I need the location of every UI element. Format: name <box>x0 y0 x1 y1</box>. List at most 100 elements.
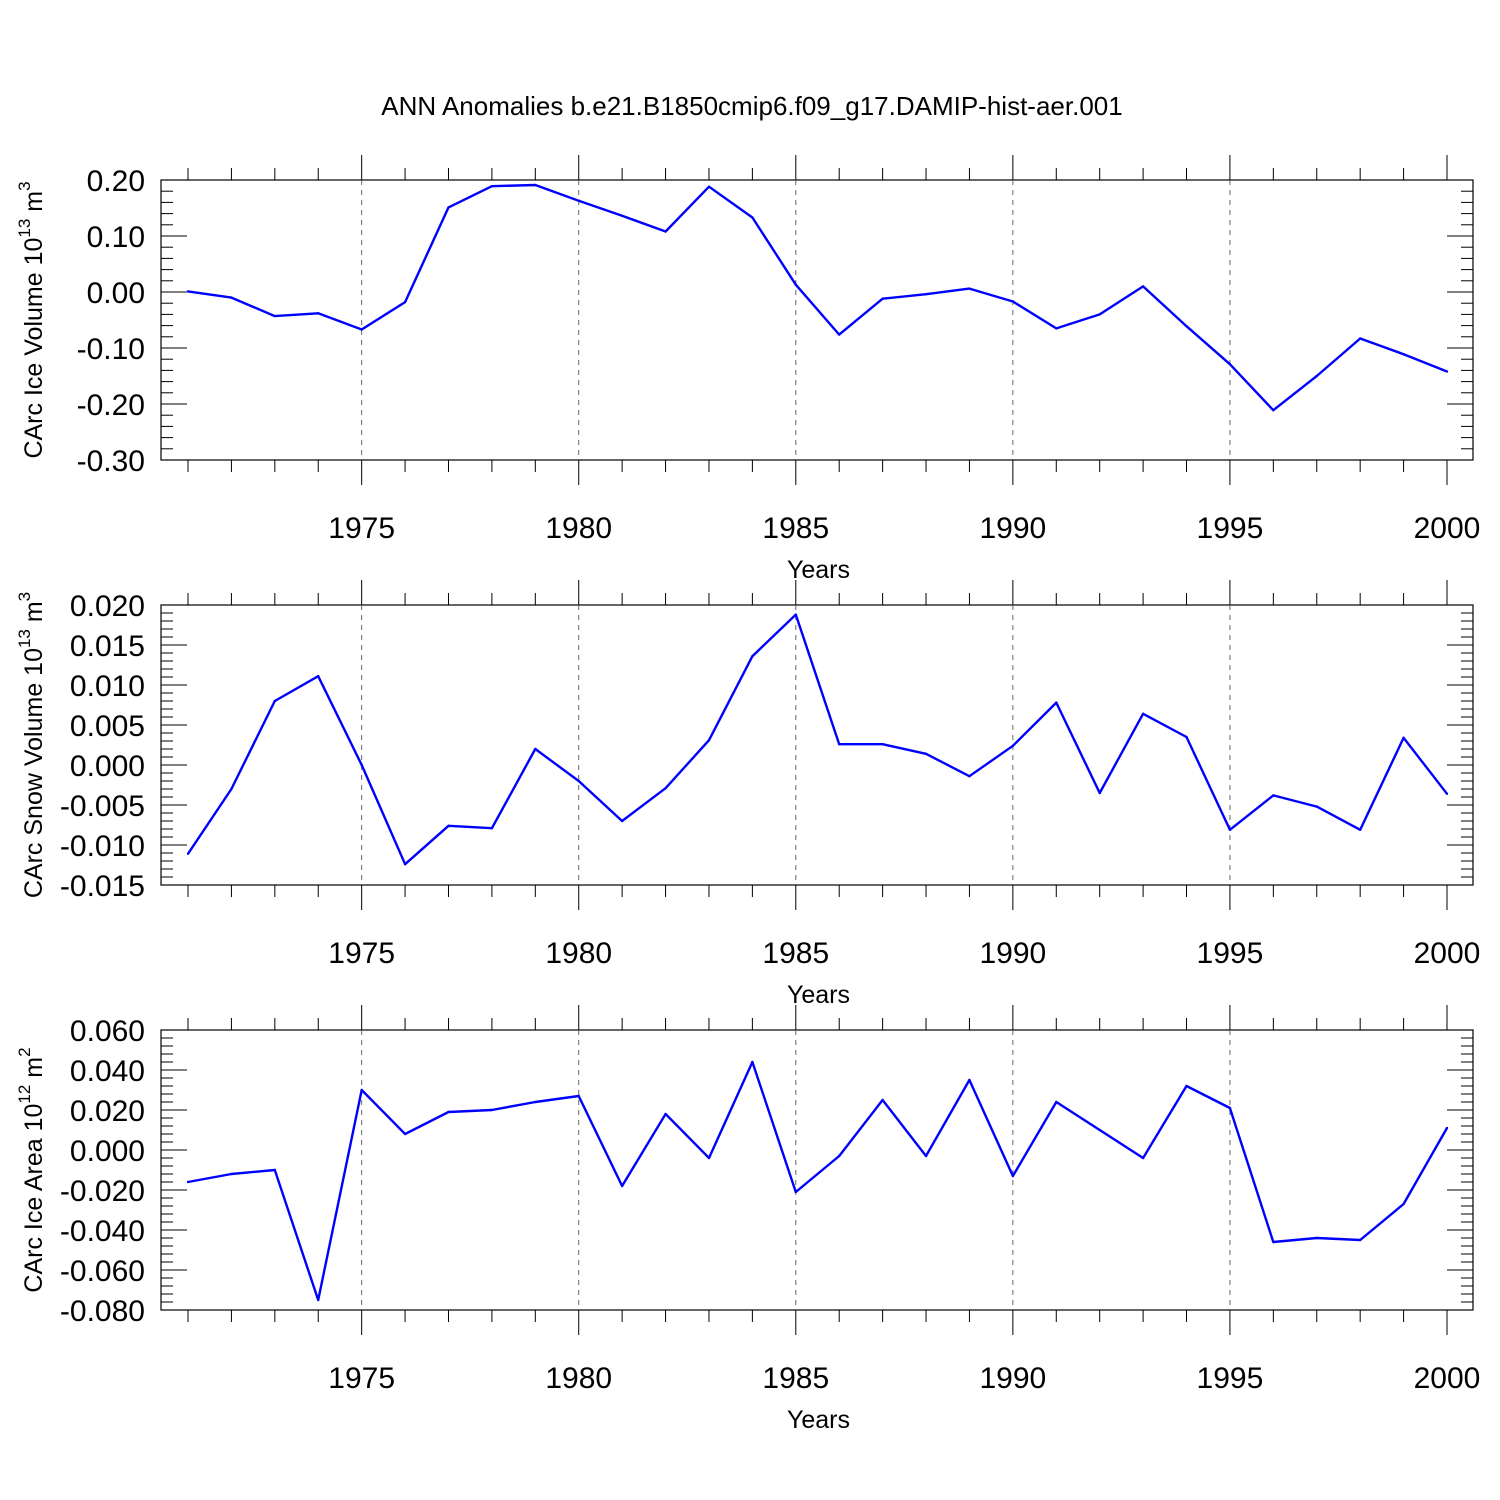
data-point <box>1445 792 1449 795</box>
data-point <box>447 824 450 827</box>
y-axis-title-text: CArc Ice Volume 10 <box>20 238 48 459</box>
data-point <box>186 1180 190 1184</box>
x-tick-label: 1980 <box>545 1362 612 1395</box>
series-line <box>187 1060 1449 1302</box>
x-tick-label: 1990 <box>979 1362 1046 1395</box>
chart-title: ANN Anomalies b.e21.B1850cmip6.f09_g17.D… <box>381 91 1122 121</box>
x-tick-label: 1995 <box>1197 512 1264 545</box>
y-axis-title-exponent: 12 <box>15 1085 34 1104</box>
data-point <box>1315 805 1318 808</box>
data-point <box>794 1190 797 1194</box>
x-tick-label: 1980 <box>545 512 612 545</box>
y-tick-label: 0.00 <box>87 277 145 310</box>
x-tick-label: 2000 <box>1414 1362 1481 1395</box>
data-point <box>1402 352 1405 356</box>
data-point <box>707 1156 711 1160</box>
y-tick-label: 0.010 <box>70 670 145 703</box>
y-tick-label: 0.005 <box>70 710 145 743</box>
data-point <box>403 1132 407 1136</box>
y-axis-title-unit-exponent: 3 <box>15 181 34 190</box>
data-point <box>447 1110 450 1114</box>
data-point <box>751 655 754 658</box>
data-point <box>620 819 624 823</box>
data-point <box>664 787 667 790</box>
data-point <box>534 183 537 187</box>
data-point <box>490 184 494 188</box>
y-axis-title-unit-exponent: 2 <box>15 1047 34 1056</box>
x-tick-label: 1975 <box>328 937 395 970</box>
y-axis-title: CArc Snow Volume 1013 m3 <box>15 592 48 898</box>
data-point <box>230 296 233 299</box>
data-point <box>1055 327 1058 330</box>
data-point <box>924 1154 928 1158</box>
y-axis-title-unit-exponent: 3 <box>15 592 34 601</box>
series-line <box>187 183 1448 412</box>
y-tick-label: -0.30 <box>77 445 145 478</box>
y-tick-label: -0.015 <box>60 870 145 903</box>
y-axis-title: CArc Ice Volume 1013 m3 <box>15 181 48 458</box>
x-tick-label: 2000 <box>1414 937 1481 970</box>
data-point <box>707 185 711 188</box>
y-tick-label: -0.040 <box>60 1215 145 1248</box>
y-axis-title-text: CArc Snow Volume 10 <box>20 648 48 898</box>
data-point <box>1272 794 1275 797</box>
data-point <box>751 216 754 219</box>
data-point <box>577 779 580 783</box>
data-point <box>1011 744 1015 747</box>
data-point <box>620 214 624 218</box>
data-point <box>1358 337 1362 340</box>
data-point <box>881 1098 884 1102</box>
data-point <box>1358 828 1362 831</box>
data-point <box>1358 1238 1362 1242</box>
y-tick-label: -0.080 <box>60 1295 145 1328</box>
y-tick-label: -0.020 <box>60 1175 145 1208</box>
y-axis-title-exponent: 13 <box>15 629 34 648</box>
data-point <box>1315 1236 1318 1240</box>
data-point <box>1402 736 1405 739</box>
data-point <box>1228 828 1232 831</box>
data-point <box>360 1088 363 1092</box>
y-tick-label: 0.000 <box>70 750 145 783</box>
x-tick-label: 1980 <box>545 937 612 970</box>
data-point <box>490 827 494 830</box>
y-tick-label: -0.060 <box>60 1255 145 1288</box>
x-tick-label: 1975 <box>328 1362 395 1395</box>
data-point <box>1055 1100 1058 1104</box>
data-point <box>1055 701 1058 704</box>
data-point <box>1272 408 1275 412</box>
data-point <box>838 743 841 746</box>
y-tick-label: 0.020 <box>70 590 145 623</box>
y-tick-label: -0.10 <box>77 333 145 366</box>
data-point <box>838 1154 841 1158</box>
data-point <box>1272 1240 1275 1244</box>
x-tick-label: 1985 <box>762 1362 829 1395</box>
data-point <box>1315 374 1318 378</box>
y-tick-label: 0.000 <box>70 1135 145 1168</box>
data-point <box>186 852 190 855</box>
data-point <box>1141 712 1145 715</box>
data-point <box>1098 791 1101 795</box>
data-point <box>794 613 797 616</box>
data-point <box>317 675 320 678</box>
data-point <box>1445 1126 1449 1130</box>
data-point <box>577 199 580 202</box>
plot-frame <box>160 1029 1474 1311</box>
data-point <box>1185 324 1188 328</box>
data-point <box>360 328 363 331</box>
plot-frame <box>160 179 1474 461</box>
data-point <box>273 699 277 703</box>
data-point <box>230 787 233 791</box>
y-axis-title-unit: m <box>20 1057 48 1085</box>
data-point <box>186 290 190 293</box>
data-point <box>317 1298 320 1302</box>
x-axis-title: Years <box>787 1406 850 1434</box>
data-point <box>1141 1156 1145 1160</box>
data-point <box>273 1168 277 1172</box>
y-axis-title-exponent: 13 <box>15 219 34 238</box>
x-tick-label: 1985 <box>762 937 829 970</box>
data-point <box>968 1078 971 1082</box>
data-point <box>1402 1202 1405 1206</box>
y-axis-title-unit: m <box>20 601 48 629</box>
y-tick-label: 0.20 <box>87 165 145 198</box>
